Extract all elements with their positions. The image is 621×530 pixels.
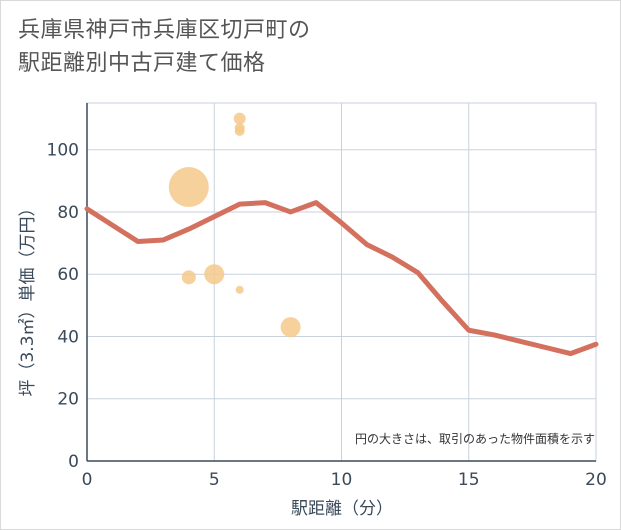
scatter-point [204,264,225,285]
x-tick-label: 15 [458,470,480,490]
scatter-point [234,126,245,137]
x-axis-label: 駅距離（分） [291,499,393,519]
axes [86,103,596,462]
y-tick-label: 100 [47,141,79,161]
bubble-series [168,112,301,338]
scatter-point [280,317,301,338]
tick-labels: 0 5 10 15 20 0 20 40 60 80 100 [47,141,607,490]
chart-title-line-2: 駅距離別中古戸建て価格 [18,51,266,76]
y-tick-label: 40 [57,327,79,347]
chart-title-line-1: 兵庫県神戸市兵庫区切戸町の [18,18,311,43]
x-tick-label: 20 [585,470,607,490]
bubble-size-note: 円の大きさは、取引のあった物件面積を示す [355,431,595,446]
y-axis-label: 坪（3.3㎡）単価（万円） [18,199,38,396]
trend-line [84,200,599,357]
scatter-point [235,285,244,294]
scatter-point [233,112,246,125]
y-tick-label: 0 [68,452,79,472]
x-tick-label: 10 [331,470,353,490]
y-tick-label: 60 [57,265,79,285]
trend-series [84,200,599,357]
x-tick-label: 0 [82,470,93,490]
x-tick-label: 5 [209,470,220,490]
y-tick-label: 20 [57,390,79,410]
scatter-point [168,167,209,208]
y-tick-label: 80 [57,203,79,223]
chart-title: 兵庫県神戸市兵庫区切戸町の 駅距離別中古戸建て価格 [18,14,311,80]
grid-lines [86,102,597,462]
scatter-point [181,270,196,285]
